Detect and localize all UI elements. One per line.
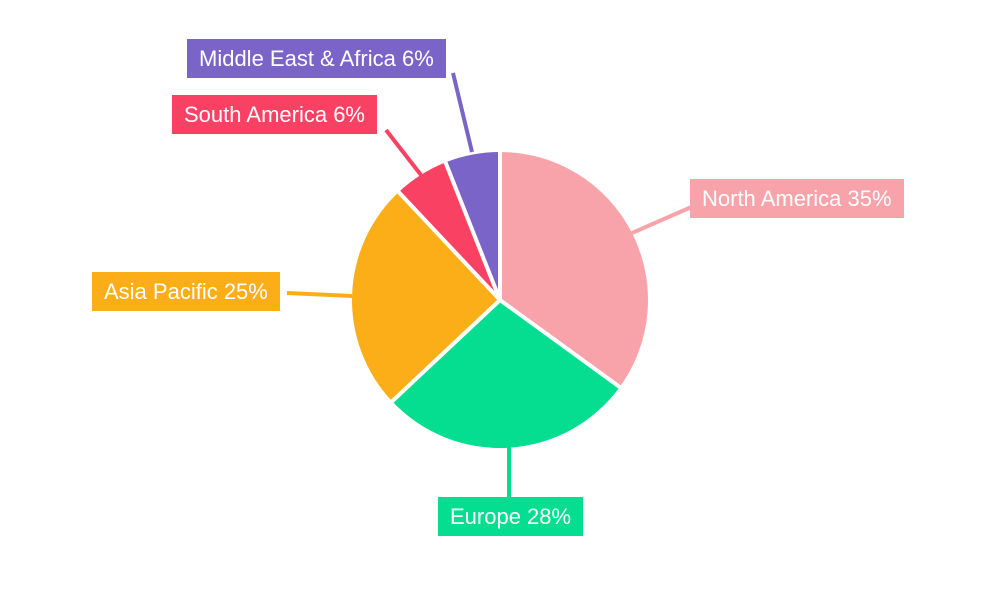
- slice-separator: [390, 298, 502, 404]
- leader-line-middle-east-africa: [451, 72, 474, 153]
- pie-slice-asia-pacific: [352, 192, 500, 402]
- slice-separator: [498, 298, 622, 390]
- leader-line-south-america: [384, 128, 423, 177]
- pie-label-south-america: South America 6%: [172, 95, 377, 134]
- pie-slice-south-america: [398, 162, 500, 300]
- pie-slice-north-america: [500, 152, 648, 387]
- pie-label-asia-pacific: Asia Pacific 25%: [92, 272, 280, 311]
- pie-label-north-america: North America 35%: [690, 179, 904, 218]
- slice-separator: [443, 160, 502, 301]
- pie-slice-europe: [392, 300, 620, 448]
- leader-line-asia-pacific: [286, 291, 353, 298]
- pie-label-middle-east-africa: Middle East & Africa 6%: [187, 39, 446, 78]
- slice-separator: [396, 190, 502, 302]
- pie-label-europe: Europe 28%: [438, 497, 584, 536]
- leader-line-north-america: [631, 203, 697, 235]
